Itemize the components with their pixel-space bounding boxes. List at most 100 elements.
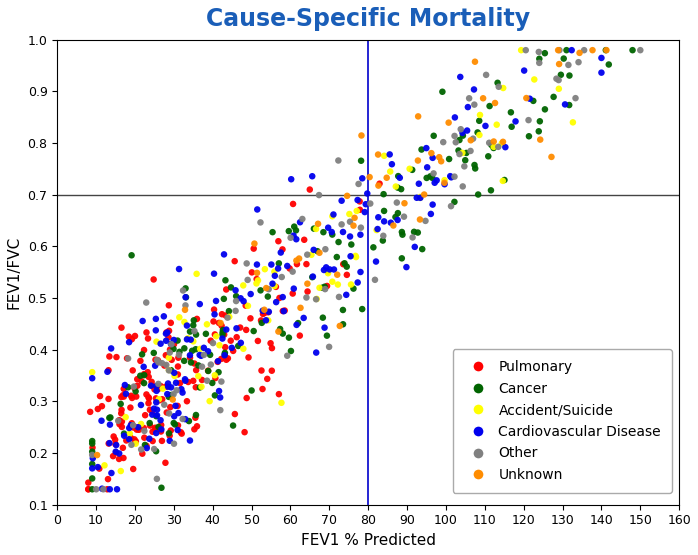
Point xyxy=(505,108,517,117)
Point xyxy=(292,319,304,327)
Point xyxy=(131,437,142,446)
Point xyxy=(413,112,424,121)
Point xyxy=(220,311,231,320)
Point xyxy=(188,376,199,385)
Point xyxy=(210,374,221,382)
Point xyxy=(103,366,114,375)
Point xyxy=(453,146,464,155)
Point xyxy=(165,345,176,354)
Point xyxy=(156,359,168,367)
Point xyxy=(215,319,226,327)
Point xyxy=(332,270,343,279)
Point xyxy=(425,209,436,218)
Point xyxy=(600,46,611,54)
Point xyxy=(392,198,403,207)
Point xyxy=(133,423,144,432)
Point xyxy=(143,398,154,407)
Point xyxy=(115,467,126,476)
Point xyxy=(260,284,272,292)
Point xyxy=(255,316,267,325)
Point xyxy=(149,423,161,432)
Point xyxy=(174,347,185,356)
Point xyxy=(99,461,110,470)
Point xyxy=(151,447,162,456)
Point xyxy=(263,285,274,294)
Point xyxy=(540,49,551,58)
Point xyxy=(223,307,235,316)
Point xyxy=(214,319,225,327)
Point xyxy=(287,267,298,276)
Point xyxy=(151,398,162,407)
Point xyxy=(198,350,209,359)
Point xyxy=(168,439,179,448)
Point xyxy=(554,59,565,68)
Point xyxy=(251,275,262,284)
Point xyxy=(251,279,262,288)
Point xyxy=(174,313,185,322)
Point xyxy=(273,237,284,246)
Point xyxy=(194,351,205,360)
Point xyxy=(94,392,105,401)
Point xyxy=(225,336,237,345)
Point xyxy=(411,193,422,202)
Point xyxy=(149,445,160,453)
Point xyxy=(151,412,162,421)
Point xyxy=(166,391,177,400)
Point xyxy=(231,324,242,333)
Point xyxy=(295,304,306,312)
Point xyxy=(277,306,288,315)
Point xyxy=(181,335,193,344)
Point xyxy=(259,265,270,274)
Point xyxy=(282,261,293,270)
Point xyxy=(139,426,150,435)
Point xyxy=(165,383,177,392)
Point xyxy=(196,376,207,385)
Point xyxy=(352,195,363,204)
Point xyxy=(111,352,122,361)
Point xyxy=(401,263,412,271)
Point xyxy=(126,393,138,402)
Point xyxy=(148,349,159,357)
Point xyxy=(166,340,177,349)
Point xyxy=(270,282,281,291)
Point xyxy=(311,295,322,304)
Point xyxy=(163,379,174,388)
Point xyxy=(564,71,575,80)
Point xyxy=(96,416,107,425)
Point xyxy=(179,344,190,353)
Point xyxy=(269,271,281,280)
Point xyxy=(106,468,117,477)
Point xyxy=(209,310,220,319)
Point xyxy=(133,425,144,434)
Point xyxy=(396,185,407,194)
Point xyxy=(141,443,152,452)
Point xyxy=(484,138,495,147)
Point xyxy=(449,198,460,206)
Point xyxy=(110,440,121,448)
Point xyxy=(469,100,480,109)
Point xyxy=(417,245,428,254)
Point xyxy=(163,354,174,362)
Point xyxy=(528,97,539,105)
Point xyxy=(283,333,295,342)
Point xyxy=(129,435,140,444)
Point xyxy=(369,275,380,284)
Point xyxy=(207,339,218,347)
Point xyxy=(92,463,103,472)
Point xyxy=(230,292,242,301)
Point xyxy=(355,205,366,214)
Point xyxy=(246,386,257,395)
Point xyxy=(459,162,470,171)
Point xyxy=(563,60,574,69)
Point xyxy=(207,379,218,387)
Point xyxy=(149,361,161,370)
Point xyxy=(217,326,228,335)
Point xyxy=(308,245,319,254)
Point xyxy=(492,78,503,87)
Point xyxy=(301,293,312,302)
Point xyxy=(334,321,346,330)
Point xyxy=(349,213,360,222)
Point xyxy=(212,357,223,366)
Point xyxy=(153,422,164,431)
Point xyxy=(103,395,114,403)
